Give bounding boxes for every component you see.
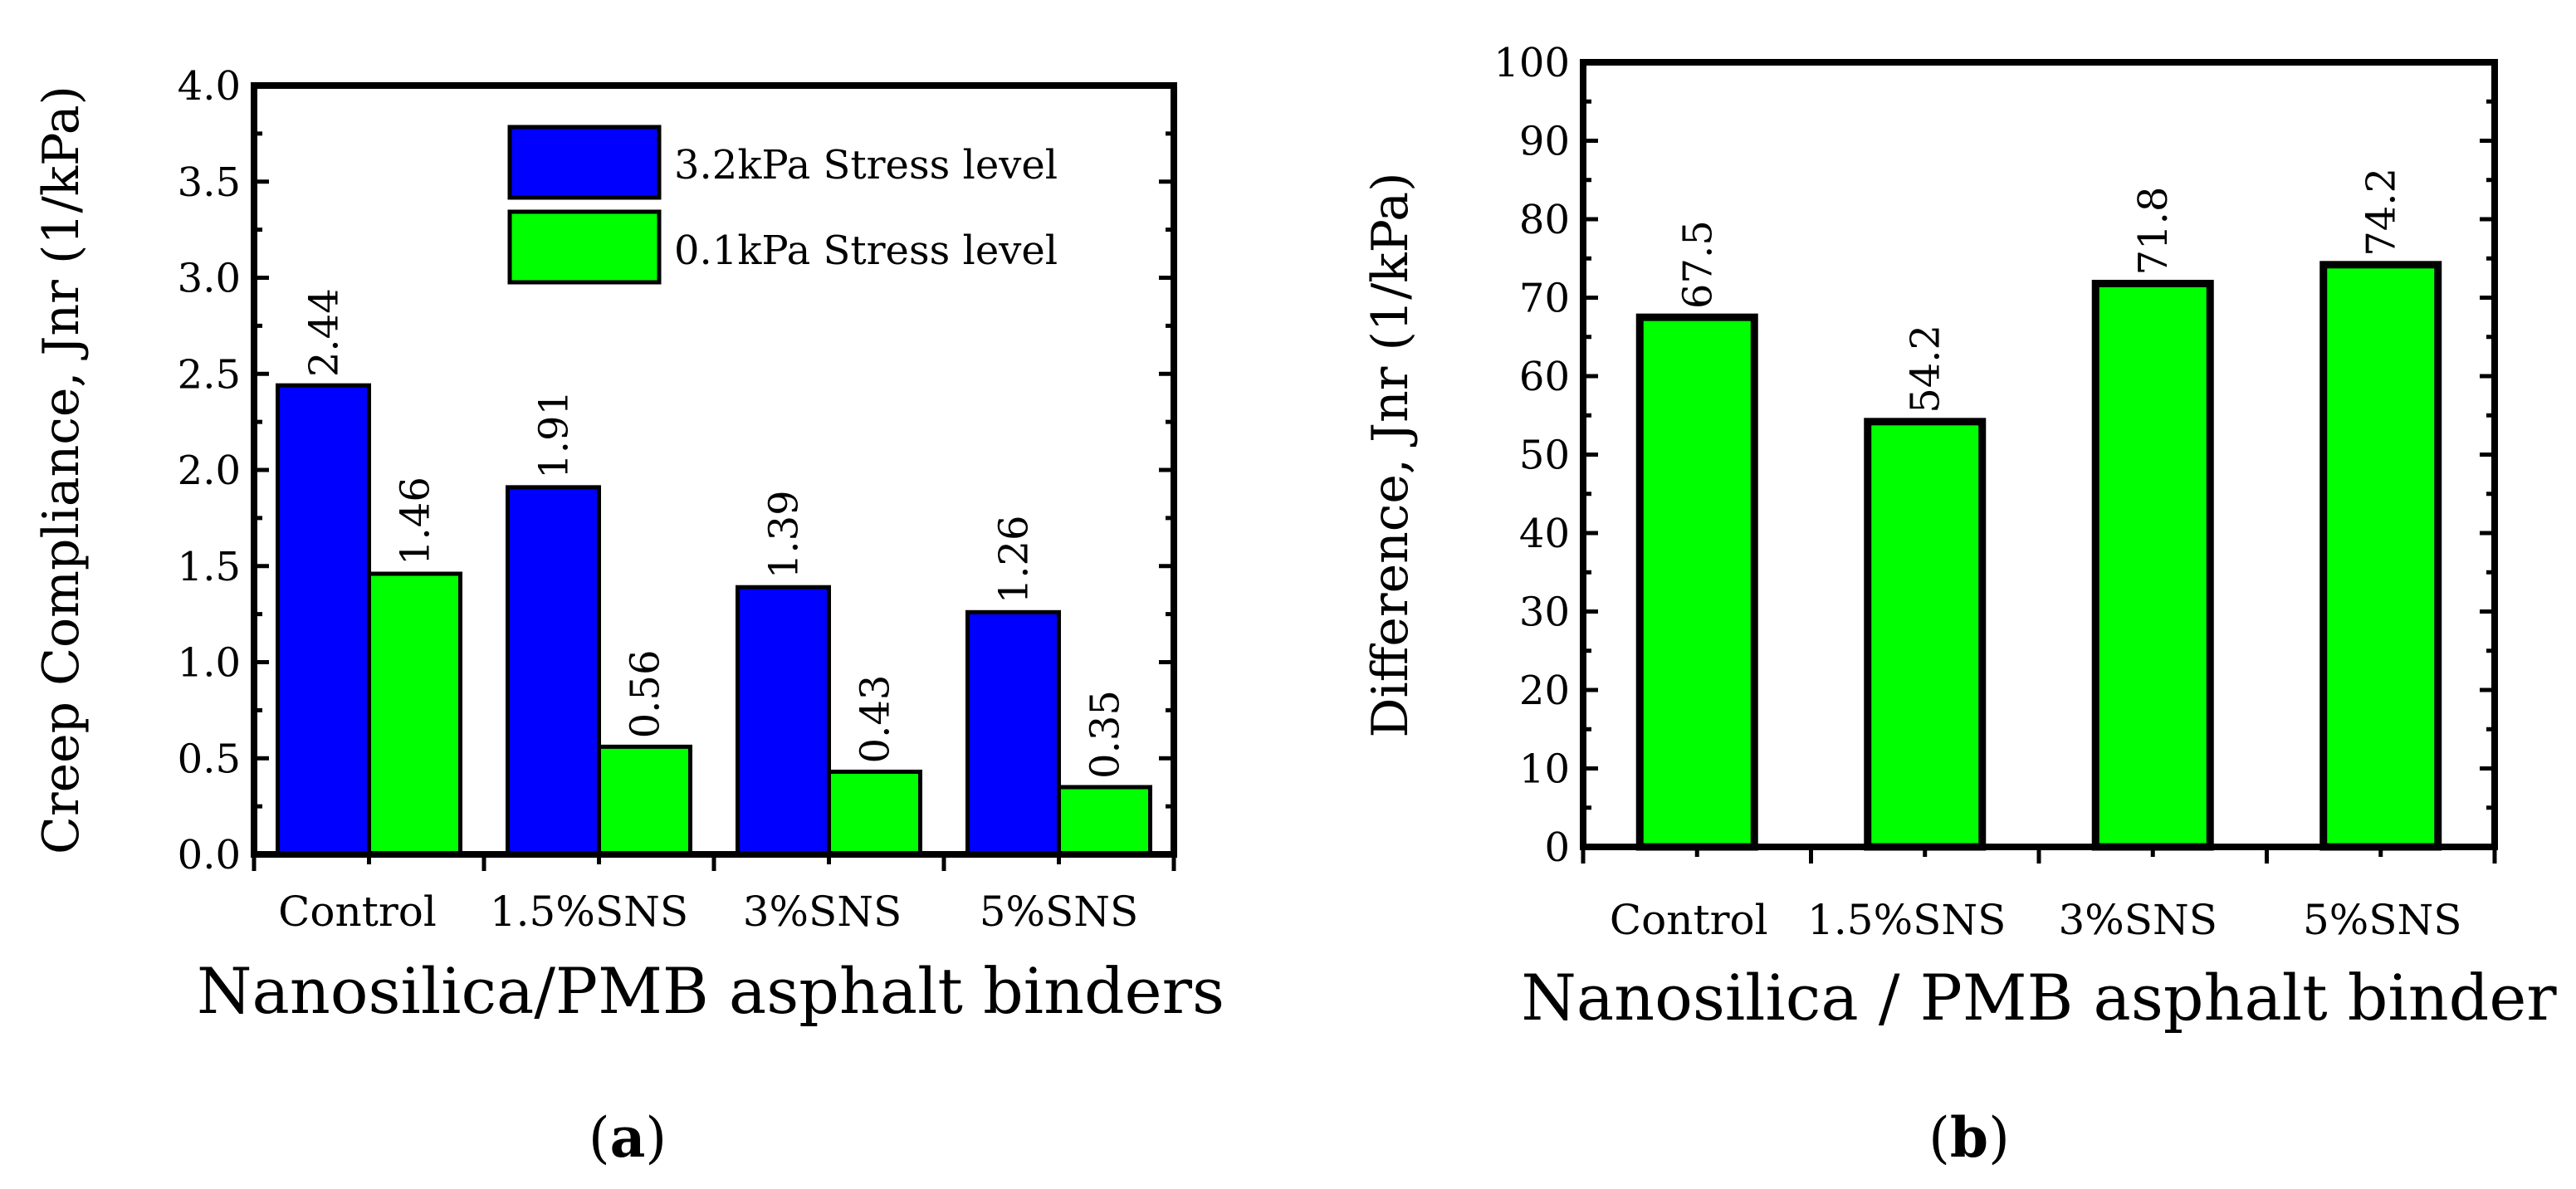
- legend-label-series-2: 0.1kPa Stress level: [674, 228, 1058, 274]
- chart-a-legend: 3.2kPa Stress level 0.1kPa Stress level: [507, 125, 1058, 285]
- chart-b-x-axis-label: Nanosilica / PMB asphalt binder: [1521, 961, 2557, 1035]
- y-tick-label: 20: [1519, 668, 1570, 714]
- legend-swatch-series-1: [507, 125, 662, 200]
- data-label: 0.35: [1083, 690, 1129, 779]
- y-tick-label: 4.0: [178, 63, 241, 110]
- data-label: 71.8: [2130, 187, 2177, 276]
- data-label: 0.56: [623, 649, 669, 738]
- chart-a: 0.0 0.5 1.0 1.5 2.0 2.5 3.0 3.5 4.0 Control 1.5%S…: [32, 63, 1224, 1170]
- y-tick-label: 60: [1519, 354, 1570, 400]
- bar-2-4: [1057, 785, 1152, 857]
- y-tick-label: 3.0: [178, 256, 241, 302]
- bar-1-2: [1864, 418, 1987, 851]
- bar-1-1: [276, 383, 371, 857]
- bar-1-4: [2319, 261, 2442, 851]
- chart-a-data-labels: 2.44 1.91 1.39 1.26 1.46 0.56 0.43 0.35: [301, 288, 1129, 779]
- chart-b-x-tick-labels: Control 1.5%SNS 3%SNS 5%SNS: [1610, 896, 2462, 944]
- chart-a-y-axis-label: Creep Compliance, Jnr (1/kPa): [32, 86, 90, 854]
- y-tick-label: 1.5: [178, 544, 241, 590]
- chart-a-bars: [276, 383, 1152, 857]
- chart-b-y-tick-labels: 0 10 20 30 40 50 60 70 80 90 100: [1493, 40, 1570, 871]
- bar-1-2: [506, 485, 601, 857]
- x-tick-label: 3%SNS: [2058, 896, 2217, 944]
- y-tick-label: 90: [1519, 119, 1570, 165]
- chart-a-x-tick-labels: Control 1.5%SNS 3%SNS 5%SNS: [278, 888, 1138, 936]
- y-tick-label: 40: [1519, 511, 1570, 557]
- y-tick-label: 80: [1519, 197, 1570, 243]
- y-tick-label: 0.0: [178, 832, 241, 878]
- chart-b-axes-frame: [1580, 59, 2498, 850]
- bar-1-4: [965, 609, 1061, 857]
- data-label: 1.46: [393, 477, 439, 565]
- chart-b-y-axis-label: Difference, Jnr (1/kPa): [1361, 173, 1420, 738]
- data-label: 54.2: [1903, 325, 1949, 413]
- data-label: 2.44: [301, 288, 348, 377]
- data-label: 1.39: [761, 490, 808, 579]
- bar-2-2: [597, 744, 692, 857]
- y-tick-label: 70: [1519, 276, 1570, 322]
- y-tick-label: 2.0: [178, 448, 241, 494]
- x-tick-label: 3%SNS: [743, 888, 902, 936]
- bar-1-3: [736, 585, 831, 857]
- chart-b-bars: [1635, 261, 2442, 851]
- chart-a-axes-frame: [251, 82, 1177, 858]
- x-tick-label: 1.5%SNS: [1807, 896, 2006, 944]
- bar-2-1: [367, 571, 462, 857]
- x-tick-label: Control: [1610, 896, 1768, 944]
- chart-a-panel-letter: a: [610, 1105, 646, 1170]
- chart-a-y-tick-labels: 0.0 0.5 1.0 1.5 2.0 2.5 3.0 3.5 4.0: [178, 63, 241, 878]
- y-tick-label: 100: [1493, 40, 1570, 86]
- bar-1-1: [1635, 313, 1758, 851]
- y-tick-label: 30: [1519, 590, 1570, 636]
- y-tick-label: 50: [1519, 433, 1570, 479]
- x-tick-label: 1.5%SNS: [490, 888, 688, 936]
- data-label: 1.26: [991, 515, 1038, 604]
- bar-1-3: [2091, 279, 2214, 851]
- bar-2-3: [827, 769, 922, 857]
- chart-a-x-axis-label: Nanosilica/PMB asphalt binders: [197, 954, 1224, 1028]
- x-tick-label: Control: [278, 888, 437, 936]
- legend-label-series-1: 3.2kPa Stress level: [674, 142, 1058, 188]
- y-tick-label: 1.0: [178, 640, 241, 687]
- y-tick-label: 10: [1519, 746, 1570, 793]
- data-label: 1.91: [531, 390, 578, 479]
- chart-b-data-labels: 67.5 54.2 71.8 74.2: [1674, 168, 2405, 413]
- x-tick-label: 5%SNS: [980, 888, 1139, 936]
- y-tick-label: 0.5: [178, 736, 241, 782]
- data-label: 67.5: [1674, 220, 1721, 309]
- chart-b-panel-letter: b: [1950, 1105, 1988, 1170]
- data-label: 74.2: [2358, 168, 2405, 257]
- y-tick-label: 2.5: [178, 351, 241, 398]
- chart-b-panel-label: (b): [1928, 1105, 2010, 1170]
- y-tick-label: 3.5: [178, 159, 241, 206]
- legend-swatch-series-2: [507, 209, 662, 285]
- data-label: 0.43: [853, 675, 899, 764]
- chart-a-panel-label: (a): [589, 1105, 667, 1170]
- y-tick-label: 0: [1544, 824, 1570, 871]
- chart-b: 0 10 20 30 40 50 60 70 80 90 100 Control 1.5%SNS 3%S…: [1361, 40, 2557, 1170]
- x-tick-label: 5%SNS: [2303, 896, 2462, 944]
